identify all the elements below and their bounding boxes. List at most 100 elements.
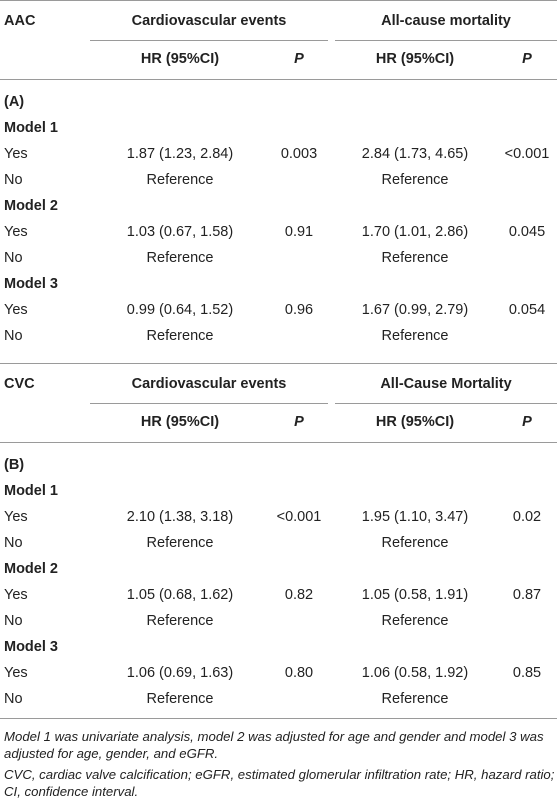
hr-value: 1.03 (0.67, 1.58) — [126, 224, 234, 240]
table-row: Yes 1.06 (0.69, 1.63) 0.80 1.06 (0.58, 1… — [0, 660, 557, 686]
table-row: Yes 1.03 (0.67, 1.58) 0.91 1.70 (1.01, 2… — [0, 219, 557, 245]
p-value: 0.82 — [284, 587, 314, 603]
reference-label: Reference — [146, 535, 214, 551]
footnote-abbreviations: CVC, cardiac valve calcification; eGFR, … — [4, 767, 555, 799]
hr-value: 1.06 (0.69, 1.63) — [126, 665, 234, 681]
model-name: Model 1 — [4, 120, 58, 136]
panel-b-outcome1: Cardiovascular events — [131, 376, 287, 392]
row-label-no: No — [4, 328, 23, 344]
row-label-yes: Yes — [4, 146, 28, 162]
reference-label: Reference — [381, 250, 449, 266]
table-row: No Reference Reference — [0, 530, 557, 556]
table-row: Yes 1.05 (0.68, 1.62) 0.82 1.05 (0.58, 1… — [0, 582, 557, 608]
model-name: Model 3 — [4, 639, 58, 655]
p-value: 0.91 — [284, 224, 314, 240]
hr-value: 1.95 (1.10, 3.47) — [361, 509, 469, 525]
panel-a-subrule-2 — [335, 40, 557, 41]
p-value: 0.96 — [284, 302, 314, 318]
model-row: Model 1 — [0, 115, 557, 141]
row-label-no: No — [4, 250, 23, 266]
panel-b-label: (B) — [4, 457, 25, 473]
row-label-yes: Yes — [4, 665, 28, 681]
panel-a-header-row: AAC Cardiovascular events All-cause mort… — [0, 8, 557, 34]
p-value: 0.054 — [508, 302, 546, 318]
reference-label: Reference — [146, 613, 214, 629]
panel-b-variable: CVC — [4, 376, 35, 392]
footnote-models: Model 1 was univariate analysis, model 2… — [4, 729, 544, 761]
panel-b-p-header-1: P — [294, 414, 304, 430]
hr-value: 1.67 (0.99, 2.79) — [361, 302, 469, 318]
row-label-yes: Yes — [4, 509, 28, 525]
panel-a-outcome2: All-cause mortality — [381, 13, 511, 29]
model-name: Model 2 — [4, 561, 58, 577]
panel-a-subheader-row: HR (95%CI) P HR (95%CI) P — [0, 46, 557, 72]
panel-a-outcome1: Cardiovascular events — [131, 13, 287, 29]
p-value: 0.85 — [512, 665, 542, 681]
reference-label: Reference — [381, 691, 449, 707]
reference-label: Reference — [146, 172, 214, 188]
table-row: No Reference Reference — [0, 167, 557, 193]
panel-b-body: (B) Model 1 Yes 2.10 (1.38, 3.18) <0.001… — [0, 452, 557, 712]
hr-value: 2.84 (1.73, 4.65) — [361, 146, 469, 162]
reference-label: Reference — [146, 691, 214, 707]
top-rule — [0, 0, 557, 1]
p-value: 0.003 — [280, 146, 318, 162]
panel-b-subheader-row: HR (95%CI) P HR (95%CI) P — [0, 409, 557, 435]
row-label-no: No — [4, 691, 23, 707]
panel-a-variable: AAC — [4, 13, 36, 29]
p-value: <0.001 — [504, 146, 550, 162]
panel-b-hr-header-2: HR (95%CI) — [375, 414, 455, 430]
model-name: Model 2 — [4, 198, 58, 214]
p-value: 0.80 — [284, 665, 314, 681]
panel-a-p-header-1: P — [294, 51, 304, 67]
row-label-yes: Yes — [4, 302, 28, 318]
row-label-yes: Yes — [4, 587, 28, 603]
table-row: Yes 1.87 (1.23, 2.84) 0.003 2.84 (1.73, … — [0, 141, 557, 167]
reference-label: Reference — [381, 535, 449, 551]
panel-a-body: (A) Model 1 Yes 1.87 (1.23, 2.84) 0.003 … — [0, 89, 557, 349]
panel-b-p-header-2: P — [522, 414, 532, 430]
panel-b-header-rule — [0, 442, 557, 443]
model-row: Model 2 — [0, 193, 557, 219]
row-label-no: No — [4, 172, 23, 188]
hr-value: 1.70 (1.01, 2.86) — [361, 224, 469, 240]
panel-a-header-rule — [0, 79, 557, 80]
panel-a-subrule-1 — [90, 40, 328, 41]
reference-label: Reference — [381, 328, 449, 344]
reference-label: Reference — [381, 613, 449, 629]
panel-b-top-rule — [0, 363, 557, 364]
table-row: No Reference Reference — [0, 608, 557, 634]
table-row: No Reference Reference — [0, 686, 557, 712]
hr-value: 1.06 (0.58, 1.92) — [361, 665, 469, 681]
p-value: 0.87 — [512, 587, 542, 603]
panel-a-label: (A) — [4, 94, 25, 110]
row-label-no: No — [4, 535, 23, 551]
panel-a-label-row: (A) — [0, 89, 557, 115]
table-row: No Reference Reference — [0, 245, 557, 271]
model-name: Model 1 — [4, 483, 58, 499]
panel-b-hr-header-1: HR (95%CI) — [140, 414, 220, 430]
panel-b-outcome2: All-Cause Mortality — [380, 376, 512, 392]
hr-value: 1.05 (0.58, 1.91) — [361, 587, 469, 603]
panel-a-hr-header-2: HR (95%CI) — [375, 51, 455, 67]
panel-b-label-row: (B) — [0, 452, 557, 478]
row-label-no: No — [4, 613, 23, 629]
table-row: No Reference Reference — [0, 323, 557, 349]
hr-value: 0.99 (0.64, 1.52) — [126, 302, 234, 318]
model-name: Model 3 — [4, 276, 58, 292]
reference-label: Reference — [146, 328, 214, 344]
hr-value: 1.87 (1.23, 2.84) — [126, 146, 234, 162]
p-value: 0.02 — [512, 509, 542, 525]
reference-label: Reference — [381, 172, 449, 188]
model-row: Model 2 — [0, 556, 557, 582]
panel-a-p-header-2: P — [522, 51, 532, 67]
row-label-yes: Yes — [4, 224, 28, 240]
hr-value: 2.10 (1.38, 3.18) — [126, 509, 234, 525]
panel-b-subrule-2 — [335, 403, 557, 404]
reference-label: Reference — [146, 250, 214, 266]
panel-b-header-row: CVC Cardiovascular events All-Cause Mort… — [0, 371, 557, 397]
table-row: Yes 0.99 (0.64, 1.52) 0.96 1.67 (0.99, 2… — [0, 297, 557, 323]
hr-value: 1.05 (0.68, 1.62) — [126, 587, 234, 603]
table-row: Yes 2.10 (1.38, 3.18) <0.001 1.95 (1.10,… — [0, 504, 557, 530]
model-row: Model 1 — [0, 478, 557, 504]
